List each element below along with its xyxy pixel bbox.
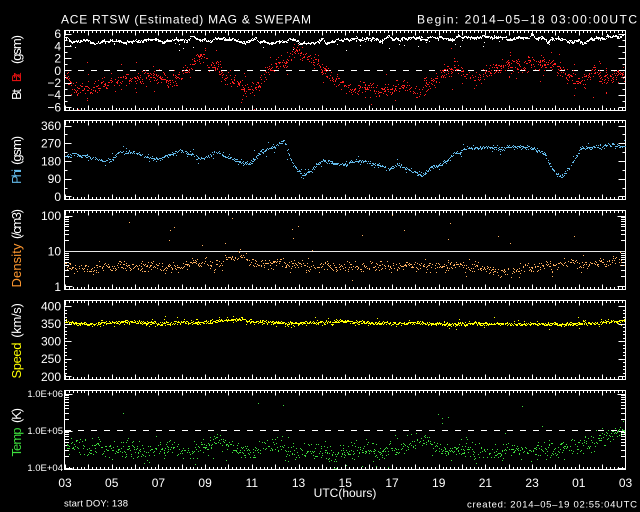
svg-text:Speed: Speed xyxy=(9,343,24,379)
svg-text:Bz: Bz xyxy=(9,72,24,82)
svg-text:07: 07 xyxy=(152,476,166,490)
svg-text:1.0E+05: 1.0E+05 xyxy=(27,426,63,437)
svg-text:300: 300 xyxy=(41,335,61,349)
svg-text:0: 0 xyxy=(54,190,61,204)
svg-text:01: 01 xyxy=(572,476,586,490)
svg-text:created: 2014–05–19 02:55:04U: created: 2014–05–19 02:55:04UTC xyxy=(467,500,637,511)
svg-text:03: 03 xyxy=(58,476,72,490)
svg-text:1.0E+06: 1.0E+06 xyxy=(27,389,63,400)
svg-text:09: 09 xyxy=(198,476,212,490)
svg-text:Temp: Temp xyxy=(9,428,24,457)
svg-text:Bt: Bt xyxy=(9,89,24,100)
svg-text:(gsm): (gsm) xyxy=(9,35,24,64)
svg-text:Phi: Phi xyxy=(9,169,24,184)
svg-text:−6: −6 xyxy=(47,100,61,114)
svg-text:250: 250 xyxy=(41,352,61,366)
svg-text:180: 180 xyxy=(41,154,61,168)
svg-text:90: 90 xyxy=(48,172,62,186)
svg-text:17: 17 xyxy=(385,476,399,490)
svg-text:UTC(hours): UTC(hours) xyxy=(314,486,377,500)
svg-text:(K): (K) xyxy=(9,408,24,423)
svg-text:15: 15 xyxy=(339,476,353,490)
svg-text:1.0E+04: 1.0E+04 xyxy=(27,463,63,474)
svg-text:270: 270 xyxy=(41,137,61,151)
svg-text:ACE RTSW (Estimated) MAG & SWE: ACE RTSW (Estimated) MAG & SWEPAM xyxy=(61,13,311,27)
svg-text:1: 1 xyxy=(54,280,61,294)
svg-text:−2: −2 xyxy=(47,76,61,90)
svg-text:(/cm3): (/cm3) xyxy=(9,209,24,239)
svg-text:−4: −4 xyxy=(47,88,61,102)
svg-text:23: 23 xyxy=(525,476,539,490)
svg-text:6: 6 xyxy=(54,27,61,41)
svg-text:05: 05 xyxy=(105,476,119,490)
svg-text:(gsm): (gsm) xyxy=(9,136,24,165)
svg-text:400: 400 xyxy=(41,300,61,314)
svg-text:19: 19 xyxy=(432,476,446,490)
svg-text:21: 21 xyxy=(479,476,493,490)
svg-text:0: 0 xyxy=(54,64,61,78)
svg-text:03: 03 xyxy=(619,476,633,490)
svg-text:10: 10 xyxy=(48,244,62,258)
svg-text:13: 13 xyxy=(292,476,306,490)
svg-text:100: 100 xyxy=(41,209,61,223)
svg-text:200: 200 xyxy=(41,370,61,384)
svg-text:360: 360 xyxy=(41,119,61,133)
svg-text:4: 4 xyxy=(54,39,61,53)
svg-text:Begin: 2014–05–18 03:00:00UTC: Begin: 2014–05–18 03:00:00UTC xyxy=(417,13,637,27)
svg-text:350: 350 xyxy=(41,317,61,331)
svg-text:2: 2 xyxy=(54,52,61,66)
svg-text:start DOY: 138: start DOY: 138 xyxy=(64,499,128,510)
svg-text:11: 11 xyxy=(246,476,259,490)
svg-text:Density: Density xyxy=(9,243,24,288)
svg-text:(km/s): (km/s) xyxy=(9,303,24,338)
